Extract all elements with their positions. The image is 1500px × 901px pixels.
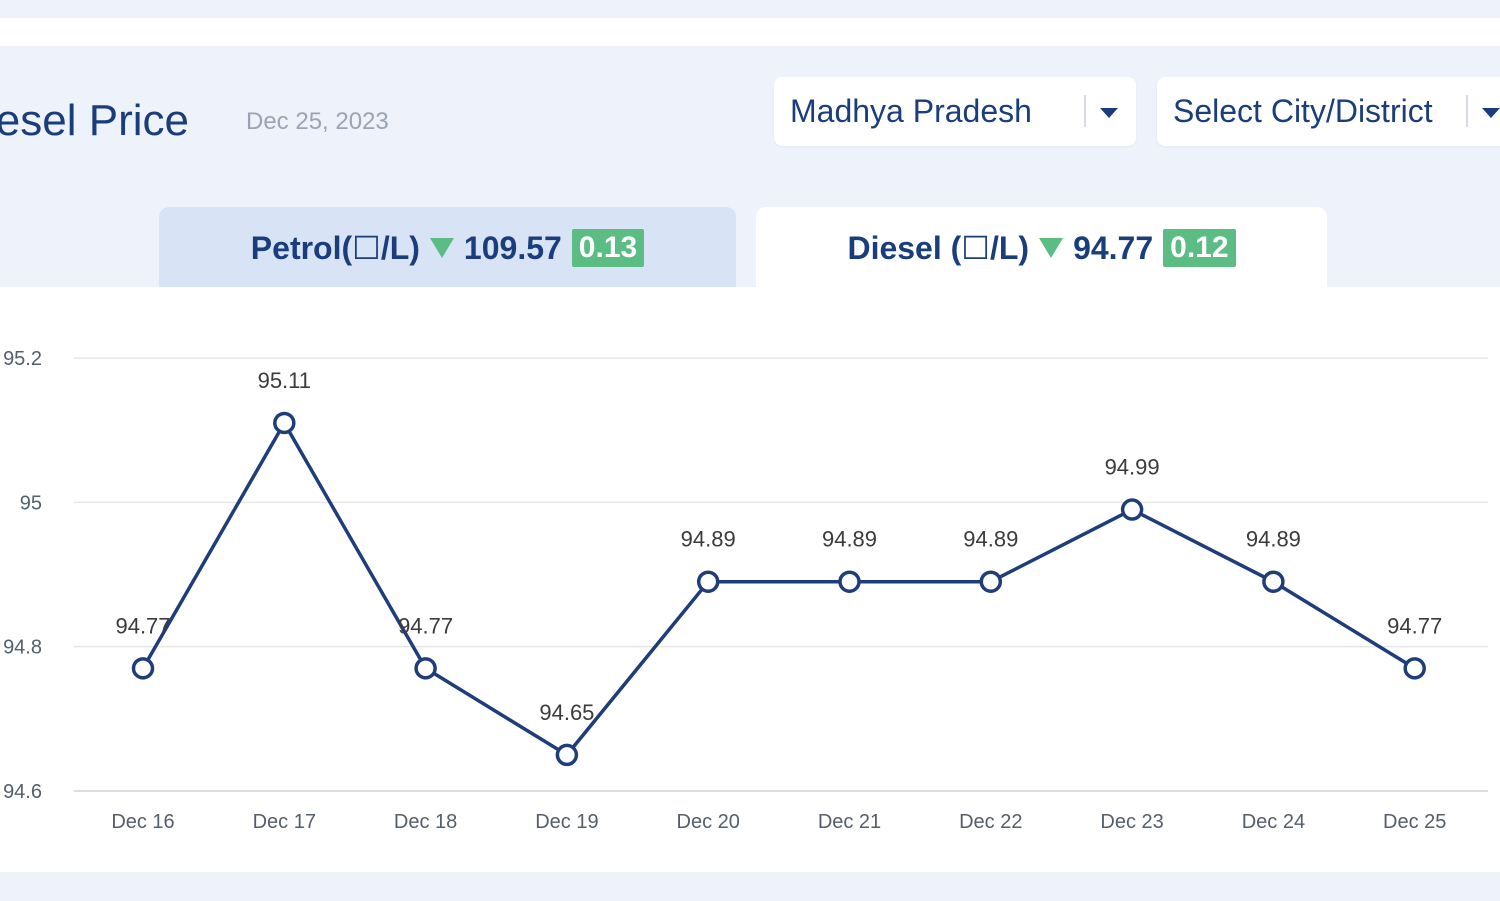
data-label: 94.99 bbox=[1105, 455, 1160, 480]
data-point bbox=[838, 570, 861, 593]
state-select-separator bbox=[1084, 95, 1086, 127]
y-tick-label: 94.6 bbox=[3, 781, 42, 803]
state-select-value: Madhya Pradesh bbox=[790, 93, 1032, 129]
x-tick-label: Dec 17 bbox=[253, 811, 316, 833]
chevron-down-icon[interactable] bbox=[1482, 108, 1500, 118]
label-layer: 94.77 95.11 94.77 94.65 94.89 94.89 94.89 94.99… bbox=[115, 368, 1442, 725]
tab-diesel-label: Diesel (☐/L) bbox=[847, 230, 1030, 266]
tab-diesel-change-badge: 0.12 bbox=[1163, 229, 1236, 267]
data-point bbox=[555, 743, 579, 767]
city-select-value: Select City/District bbox=[1173, 93, 1433, 129]
chevron-down-icon[interactable] bbox=[1100, 108, 1118, 118]
x-tick-label: Dec 16 bbox=[111, 811, 174, 833]
city-select-separator bbox=[1466, 95, 1468, 127]
x-tick-label: Dec 21 bbox=[818, 811, 881, 833]
tab-petrol-change-badge: 0.13 bbox=[571, 229, 645, 267]
data-label: 94.65 bbox=[539, 700, 594, 725]
chart-card bbox=[0, 287, 1500, 872]
axis-layer: 95.2 95 94.8 94.6 Dec 16 Dec 17 Dec 18 Dec 19 De… bbox=[3, 348, 1446, 833]
city-select[interactable]: Select City/District bbox=[1157, 77, 1500, 146]
data-point bbox=[696, 570, 720, 593]
data-point bbox=[1262, 570, 1285, 593]
data-label: 94.77 bbox=[398, 613, 453, 638]
data-point bbox=[131, 657, 155, 680]
data-label: 94.89 bbox=[681, 527, 736, 552]
top-strip bbox=[0, 0, 1500, 18]
data-label: 94.89 bbox=[963, 527, 1018, 552]
data-label: 94.89 bbox=[1246, 527, 1301, 552]
data-point bbox=[414, 657, 437, 680]
x-tick-label: Dec 23 bbox=[1100, 811, 1163, 833]
data-label: 94.89 bbox=[822, 527, 877, 552]
price-down-icon bbox=[1039, 238, 1064, 258]
price-down-icon bbox=[429, 238, 454, 258]
bottom-strip bbox=[0, 872, 1500, 901]
point-layer bbox=[131, 411, 1426, 767]
x-tick-label: Dec 22 bbox=[959, 811, 1022, 833]
x-tick-label: Dec 25 bbox=[1383, 811, 1446, 833]
page-title: iesel Price bbox=[0, 96, 189, 145]
x-tick-label: Dec 20 bbox=[677, 811, 740, 833]
data-point bbox=[979, 570, 1003, 593]
y-tick-label: 94.8 bbox=[3, 637, 42, 659]
tab-diesel[interactable]: Diesel (☐/L) 94.77 0.12 bbox=[756, 207, 1327, 289]
y-tick-label: 95.2 bbox=[3, 348, 42, 370]
tab-petrol-label: Petrol(☐/L) bbox=[250, 230, 420, 266]
series-line bbox=[141, 421, 1416, 757]
data-label: 95.11 bbox=[258, 368, 311, 393]
x-tick-label: Dec 18 bbox=[394, 811, 457, 833]
page-date: Dec 25, 2023 bbox=[246, 108, 389, 135]
data-label: 94.77 bbox=[1387, 613, 1442, 638]
x-tick-label: Dec 24 bbox=[1242, 811, 1305, 833]
data-label: 94.77 bbox=[115, 613, 170, 638]
line-layer bbox=[141, 421, 1416, 757]
x-tick-label: Dec 19 bbox=[535, 811, 598, 833]
y-tick-label: 95 bbox=[20, 492, 42, 514]
state-select[interactable]: Madhya Pradesh bbox=[774, 77, 1136, 146]
data-point bbox=[1120, 498, 1144, 521]
data-point bbox=[1403, 657, 1426, 680]
grid-layer bbox=[74, 357, 1488, 792]
tab-petrol-price: 109.57 bbox=[463, 229, 562, 266]
header-band bbox=[0, 18, 1500, 46]
tab-petrol[interactable]: Petrol(☐/L) 109.57 0.13 bbox=[159, 207, 736, 289]
tab-diesel-price: 94.77 bbox=[1073, 229, 1154, 266]
data-point bbox=[273, 411, 296, 435]
